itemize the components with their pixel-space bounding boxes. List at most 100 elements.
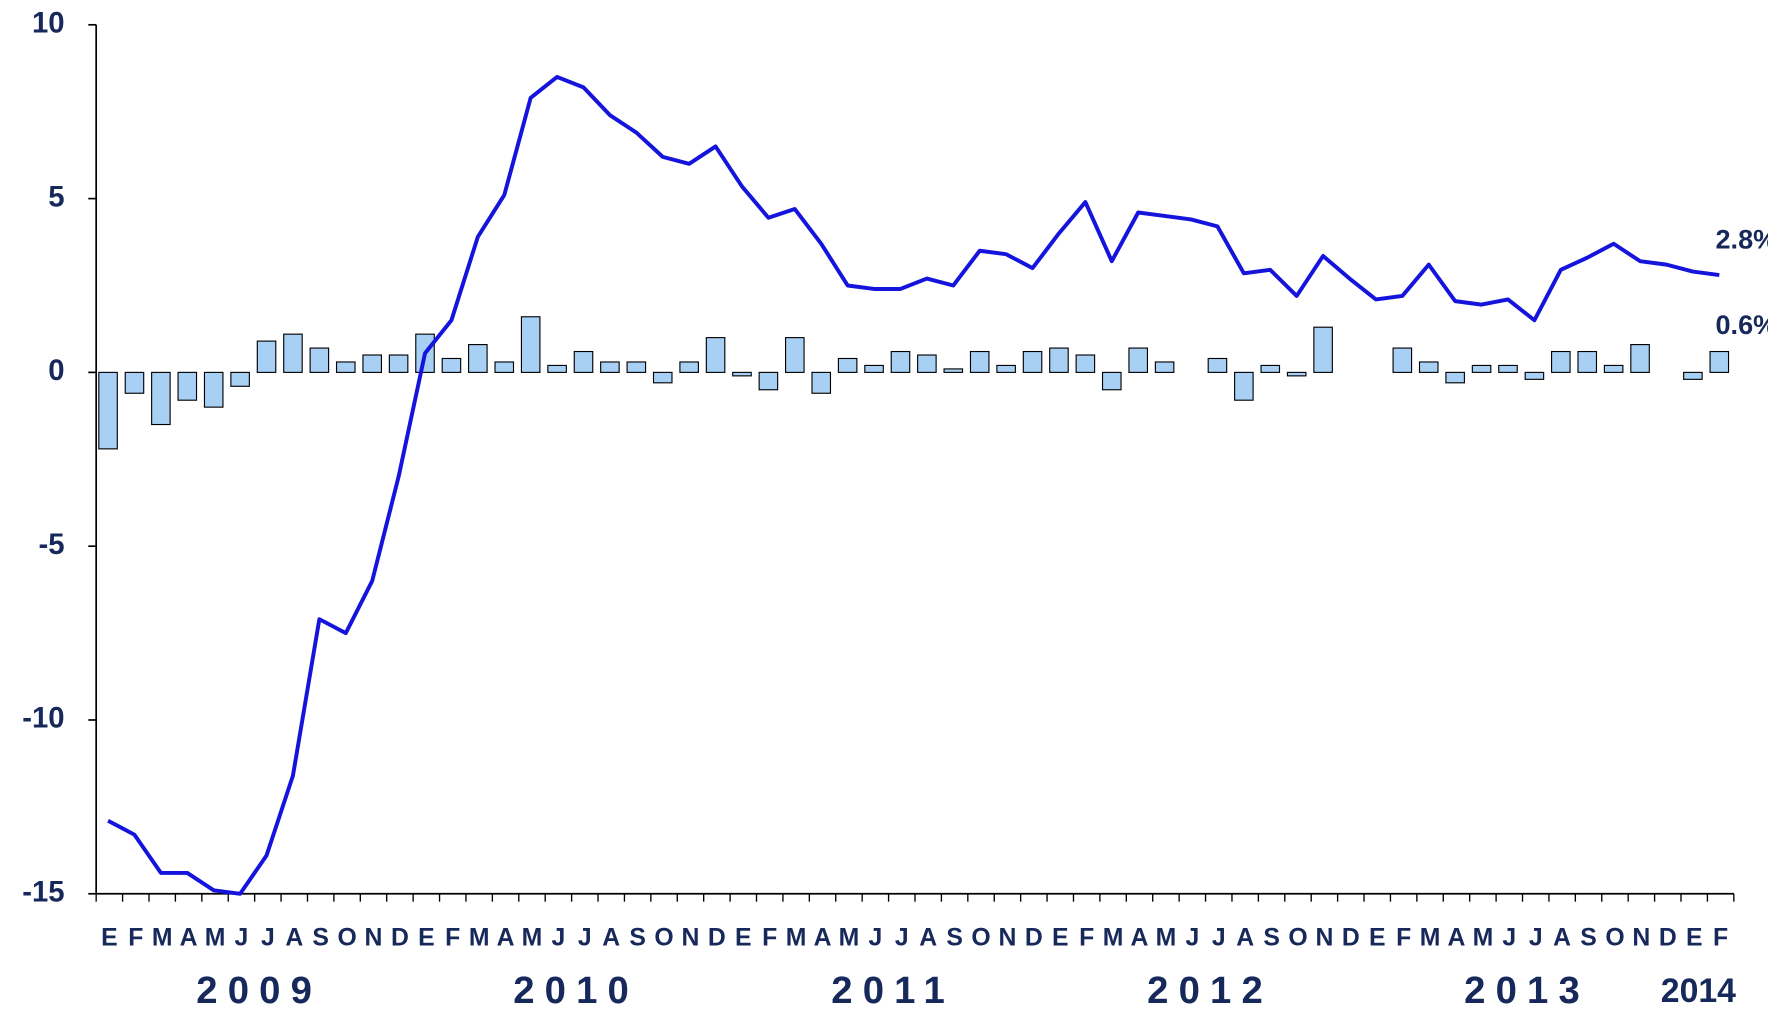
bar <box>1128 347 1149 373</box>
bar <box>679 361 699 373</box>
x-tick-label: A <box>602 924 620 951</box>
bar <box>1683 371 1703 380</box>
x-tick-label: E <box>1369 924 1386 951</box>
bar <box>520 316 541 373</box>
bar <box>969 350 990 373</box>
x-tick-label: A <box>1131 924 1149 951</box>
bar <box>917 354 937 373</box>
x-tick-label: J <box>1529 924 1543 951</box>
x-tick-label: M <box>1473 924 1494 951</box>
bar <box>1075 354 1096 373</box>
x-tick-label: A <box>814 924 832 951</box>
bar <box>732 371 752 377</box>
y-tick-label: 0 <box>48 354 64 387</box>
x-tick-label: E <box>101 924 118 951</box>
year-label: 2011 <box>831 969 955 1011</box>
bar <box>1577 350 1598 373</box>
x-tick-label: S <box>629 924 646 951</box>
bar <box>652 371 673 384</box>
bar <box>388 354 409 373</box>
bar <box>1313 326 1333 373</box>
x-tick-label: M <box>786 924 807 951</box>
bar <box>309 347 330 373</box>
x-tick-label: F <box>762 924 777 951</box>
bar <box>837 357 858 373</box>
annotation: 0.6% <box>1716 310 1768 340</box>
bar <box>124 371 145 394</box>
x-tick-label: A <box>919 924 937 951</box>
bar <box>494 361 515 373</box>
x-tick-label: M <box>522 924 543 951</box>
bar <box>1392 347 1413 373</box>
year-label: 2012 <box>1147 969 1273 1011</box>
bar <box>626 361 647 373</box>
line <box>107 74 1720 896</box>
x-tick-label: J <box>1185 924 1199 951</box>
x-tick-label: O <box>654 924 673 951</box>
bar <box>177 371 198 401</box>
x-tick-label: F <box>1713 924 1728 951</box>
y-tick-label: -15 <box>22 876 64 909</box>
x-tick-label: J <box>578 924 592 951</box>
x-tick-label: S <box>946 924 963 951</box>
bar <box>943 368 964 373</box>
x-tick-label: J <box>552 924 566 951</box>
bar <box>362 354 382 373</box>
bar <box>600 361 620 373</box>
x-tick-label: J <box>868 924 882 951</box>
x-tick-label: O <box>1288 924 1307 951</box>
x-tick-label: O <box>971 924 990 951</box>
x-tick-label: M <box>205 924 226 951</box>
x-tick-label: E <box>735 924 752 951</box>
bar <box>151 371 171 426</box>
x-tick-label: M <box>1103 924 1124 951</box>
bar <box>1524 371 1545 380</box>
x-tick-label: A <box>1553 924 1571 951</box>
x-tick-label: J <box>895 924 909 951</box>
x-tick-label: E <box>1052 924 1069 951</box>
bar <box>468 344 488 373</box>
bar <box>230 371 250 387</box>
x-tick-label: N <box>365 924 383 951</box>
x-tick-label: F <box>1079 924 1094 951</box>
x-tick-label: A <box>1448 924 1466 951</box>
bar <box>996 364 1016 373</box>
x-tick-label: A <box>285 924 303 951</box>
x-tick-label: E <box>418 924 435 951</box>
bar <box>1049 347 1069 373</box>
x-tick-label: M <box>839 924 860 951</box>
x-tick-label: D <box>1342 924 1360 951</box>
bar <box>1286 371 1307 377</box>
bar <box>705 337 726 373</box>
bar <box>1471 364 1492 373</box>
x-tick-label: D <box>1025 924 1043 951</box>
bar <box>547 364 567 373</box>
bar <box>1207 357 1228 373</box>
x-tick-label: F <box>128 924 143 951</box>
bar <box>256 340 277 373</box>
x-tick-label: J <box>1502 924 1516 951</box>
year-label: 2013 <box>1464 969 1590 1011</box>
x-tick-label: D <box>1659 924 1677 951</box>
bar <box>1101 371 1122 391</box>
bar <box>98 371 118 450</box>
bar <box>283 333 303 373</box>
x-tick-label: M <box>1156 924 1177 951</box>
x-tick-label: A <box>497 924 515 951</box>
bar <box>1022 350 1043 373</box>
bar <box>1551 350 1571 373</box>
year-label: 2009 <box>196 969 322 1011</box>
bar <box>1418 361 1439 373</box>
bar <box>1154 361 1175 373</box>
x-tick-label: M <box>469 924 490 951</box>
x-tick-label: A <box>1236 924 1254 951</box>
bar <box>1603 364 1624 373</box>
x-tick-label: A <box>180 924 198 951</box>
x-tick-label: D <box>391 924 409 951</box>
year-label: 2010 <box>513 969 639 1011</box>
x-tick-label: J <box>235 924 249 951</box>
x-tick-label: S <box>1263 924 1280 951</box>
x-tick-label: N <box>998 924 1016 951</box>
annotation: 2.8% <box>1716 224 1768 254</box>
